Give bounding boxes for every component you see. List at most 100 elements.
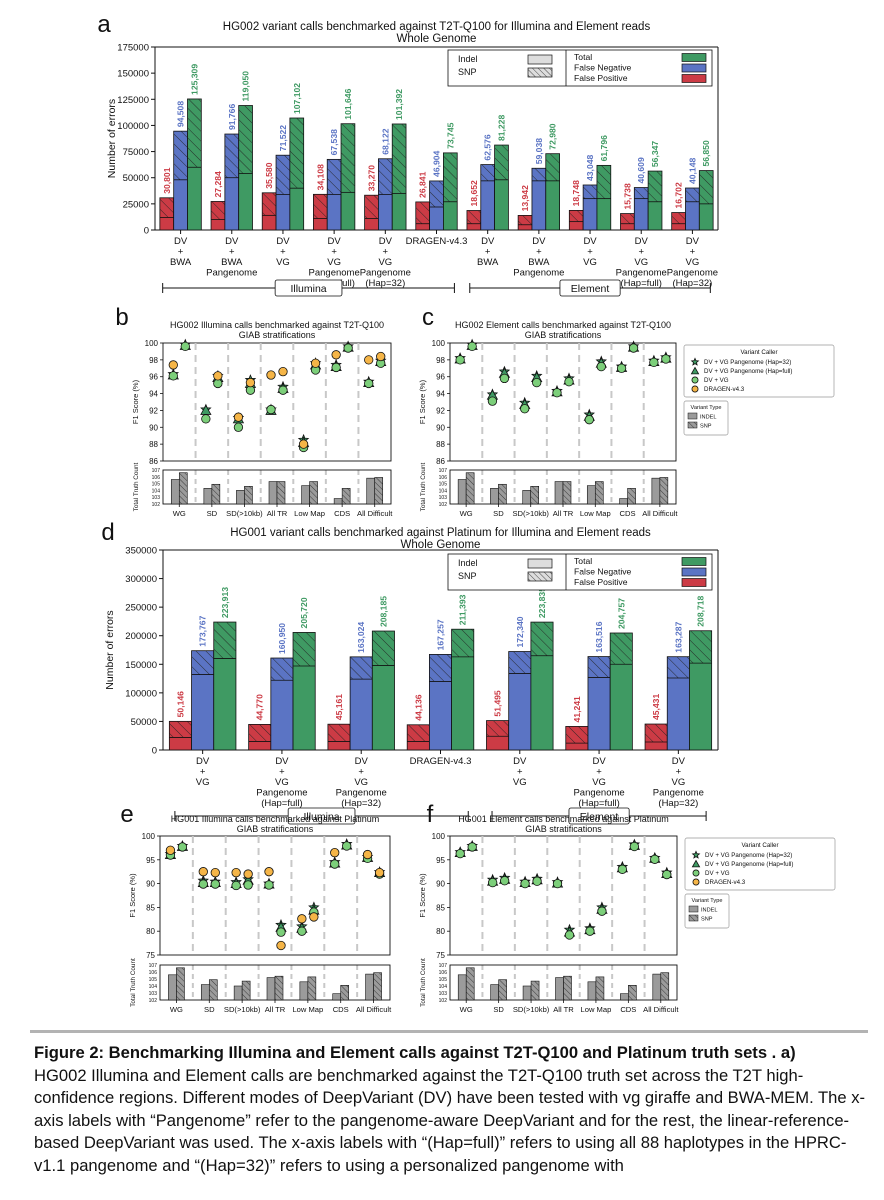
truth-bar-indel bbox=[620, 993, 629, 1001]
marker-dv-vg-indel bbox=[649, 357, 659, 368]
group-label-box bbox=[287, 807, 356, 825]
marker-dragen-indel bbox=[198, 867, 208, 877]
truth-bar-indel bbox=[366, 477, 376, 505]
x-tick-label: + bbox=[279, 767, 285, 778]
legend-marker bbox=[692, 869, 700, 877]
y-tick-label: 95 bbox=[436, 856, 445, 865]
x-tick-label: All Difficult bbox=[642, 509, 678, 518]
bar-snp-portion bbox=[187, 98, 202, 168]
x-tick-label: DV bbox=[583, 236, 597, 247]
x-tick-label: WG bbox=[173, 509, 186, 518]
legend-hatch-swatch bbox=[528, 68, 552, 77]
marker-dv-vg-indel bbox=[455, 848, 465, 859]
marker-dv-vg-snp bbox=[532, 377, 542, 388]
y-tick-label: 100000 bbox=[117, 121, 149, 132]
bar-snp-portion bbox=[327, 159, 342, 195]
truth-count-tick-label: 105 bbox=[149, 977, 158, 983]
truth-bar-indel bbox=[170, 479, 180, 505]
truth-count-tick-label: 105 bbox=[152, 482, 161, 488]
marker-dv-vg-indel bbox=[455, 355, 465, 365]
legend-metric-label: Total bbox=[574, 556, 592, 566]
legend-type-swatch bbox=[688, 905, 699, 913]
x-tick-label: SD bbox=[207, 509, 218, 518]
truth-count-tick-label: 103 bbox=[149, 991, 158, 997]
bar-snp-portion bbox=[364, 195, 379, 219]
x-tick-label: CDS bbox=[620, 509, 636, 518]
x-tick-label: + bbox=[331, 247, 337, 258]
bar-snp-portion bbox=[289, 118, 304, 189]
f1-plot-frame bbox=[162, 342, 392, 462]
marker-dv-vg-indel bbox=[552, 388, 562, 398]
marker-dv-vg-snp bbox=[243, 880, 253, 890]
bar-snp-portion bbox=[238, 105, 253, 174]
y-tick-label: 92 bbox=[436, 406, 445, 415]
bar-data-label: 35,580 bbox=[264, 162, 274, 189]
truth-count-tick-label: 102 bbox=[152, 502, 161, 508]
bar-data-label: 205,720 bbox=[299, 597, 309, 628]
x-tick-label: (Hap=full) bbox=[261, 798, 302, 809]
truth-bar-indel bbox=[490, 488, 499, 505]
x-tick-label: DV bbox=[686, 236, 700, 247]
bar-data-label: 13,942 bbox=[520, 185, 530, 212]
bar-data-label: 18,652 bbox=[469, 180, 479, 207]
panel-title-a: HG002 variant calls benchmarked against … bbox=[223, 21, 651, 33]
x-tick-label: DV bbox=[379, 236, 393, 247]
truth-bar-indel bbox=[268, 481, 278, 505]
bar-snp-portion bbox=[327, 724, 351, 742]
x-tick-label: Low Map bbox=[294, 509, 325, 518]
y-tick-label: 100 bbox=[145, 339, 159, 348]
y-tick-label: 100 bbox=[142, 832, 156, 841]
bar-data-label: 163,516 bbox=[594, 621, 604, 652]
y-tick-label: 125000 bbox=[117, 95, 149, 106]
truth-bar-indel bbox=[200, 984, 210, 1001]
bar-data-label: 15,738 bbox=[622, 183, 632, 210]
marker-dv-vg-snp bbox=[180, 341, 190, 352]
panel-subtitle-c: GIAB stratifications bbox=[525, 330, 602, 340]
y-tick-label: 100 bbox=[432, 339, 446, 348]
marker-dv-vg-indel bbox=[487, 396, 498, 406]
x-tick-label: Pangenome bbox=[309, 268, 360, 279]
marker-dv-vg-indel bbox=[233, 422, 244, 432]
marker-dragen-snp bbox=[213, 371, 223, 381]
marker-dv-vg-snp bbox=[662, 869, 672, 880]
bar-snp-portion bbox=[518, 215, 532, 225]
marker-dv-vg-indel bbox=[201, 414, 211, 424]
marker-dv-vg-indel bbox=[616, 363, 627, 373]
truth-count-tick-label: 107 bbox=[439, 468, 448, 474]
bar-data-label: 50,146 bbox=[175, 691, 185, 718]
y-tick-label: 0 bbox=[144, 226, 149, 237]
truth-count-tick-label: 102 bbox=[439, 998, 448, 1004]
truth-bar-indel bbox=[554, 481, 564, 505]
x-tick-label: Pangenome bbox=[653, 788, 704, 799]
bar-snp-portion bbox=[689, 630, 712, 664]
x-tick-label: All Difficult bbox=[357, 509, 393, 518]
bar-snp-portion bbox=[587, 656, 611, 678]
x-tick-label: VG bbox=[327, 257, 341, 268]
y-axis-label: Number of errors bbox=[106, 99, 118, 178]
marker-dv-vg-snp bbox=[467, 341, 477, 352]
y-tick-label: 75 bbox=[436, 951, 445, 960]
bar-snp-portion bbox=[169, 721, 192, 738]
y-tick-label: 150000 bbox=[117, 69, 149, 80]
bar-data-label: 72,980 bbox=[548, 123, 558, 150]
y-tick-label: 80 bbox=[146, 927, 155, 936]
truth-bar-snp-hatch bbox=[498, 979, 507, 1000]
bar-data-label: 223,835 bbox=[537, 587, 547, 618]
panel-letter-d: d bbox=[101, 519, 114, 546]
truth-bar-snp-hatch bbox=[340, 985, 349, 1000]
truth-bar-snp-hatch bbox=[342, 488, 351, 504]
marker-dv-vg-indel bbox=[330, 859, 340, 869]
y-tick-label: 88 bbox=[149, 440, 158, 449]
legend-metric-swatch bbox=[681, 63, 707, 73]
marker-dv-vg-snp bbox=[276, 927, 286, 937]
f1-plot-frame bbox=[159, 835, 391, 956]
marker-dragen-indel bbox=[330, 848, 340, 858]
bar-snp-portion bbox=[545, 153, 560, 181]
y-tick-label: 25000 bbox=[123, 199, 149, 210]
y-tick-label: 86 bbox=[149, 457, 158, 466]
x-tick-label: WG bbox=[460, 1005, 473, 1014]
truth-count-tick-label: 107 bbox=[152, 468, 161, 474]
legend-caller-label: DV + VG Pangenome (Hap=32) bbox=[704, 359, 791, 366]
y-axis-label: F1 Score (%) bbox=[128, 873, 137, 918]
y-tick-label: 98 bbox=[149, 356, 158, 365]
